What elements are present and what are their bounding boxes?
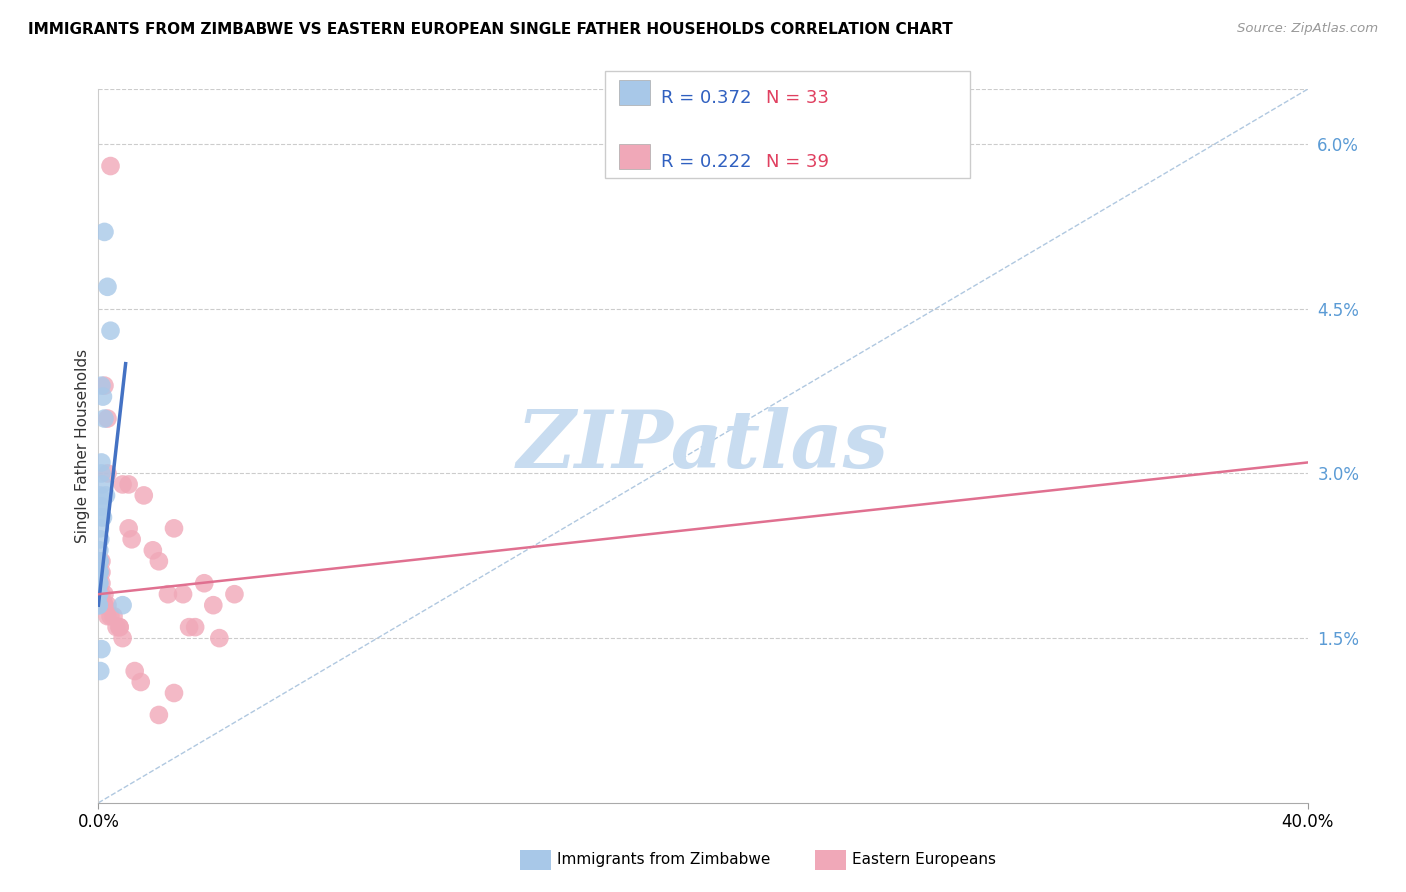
Point [90,455,112,469]
Point [89,533,111,547]
Point [111,598,134,612]
Text: IMMIGRANTS FROM ZIMBABWE VS EASTERN EUROPEAN SINGLE FATHER HOUSEHOLDS CORRELATIO: IMMIGRANTS FROM ZIMBABWE VS EASTERN EURO… [28,22,953,37]
Point [129,675,152,690]
Point [193,576,215,591]
Text: Source: ZipAtlas.com: Source: ZipAtlas.com [1237,22,1378,36]
Point [224,587,246,601]
Point [89,521,111,535]
Point [156,587,179,601]
Text: R = 0.222: R = 0.222 [661,153,751,171]
Point [93,598,115,612]
Point [87,598,110,612]
Point [90,642,112,657]
Point [89,554,111,568]
Point [124,664,146,678]
Point [89,576,111,591]
Point [172,587,194,601]
Point [142,543,165,558]
Point [87,566,110,580]
Point [87,598,110,612]
Point [100,159,122,173]
Point [87,576,110,591]
Point [148,554,170,568]
Point [96,598,118,612]
Point [118,477,141,491]
Point [90,500,112,514]
Point [208,631,231,645]
Point [87,566,110,580]
Point [100,324,122,338]
Text: N = 33: N = 33 [766,89,830,107]
Point [90,566,112,580]
Point [132,488,155,502]
Point [89,664,111,678]
Point [184,620,207,634]
Point [90,378,112,392]
Point [90,467,112,481]
Point [90,587,112,601]
Point [163,521,186,535]
Point [118,521,141,535]
Point [90,500,112,514]
Point [108,620,131,634]
Text: R = 0.372: R = 0.372 [661,89,751,107]
Point [103,609,125,624]
Point [96,467,118,481]
Point [90,554,112,568]
Point [89,554,111,568]
Point [96,609,118,624]
Point [87,576,110,591]
Point [148,708,170,723]
Text: ZIPatlas: ZIPatlas [517,408,889,484]
Point [91,477,114,491]
Point [90,510,112,524]
Point [91,390,114,404]
Point [89,543,111,558]
Text: Immigrants from Zimbabwe: Immigrants from Zimbabwe [557,853,770,867]
Point [93,378,115,392]
Point [91,510,114,524]
Point [202,598,225,612]
Point [100,609,122,624]
Point [121,533,143,547]
Text: Eastern Europeans: Eastern Europeans [852,853,995,867]
Point [163,686,186,700]
Point [108,620,131,634]
Point [93,225,115,239]
Point [89,566,111,580]
Point [111,631,134,645]
Y-axis label: Single Father Households: Single Father Households [75,349,90,543]
Point [105,620,128,634]
Point [87,587,110,601]
Point [89,488,111,502]
Point [111,477,134,491]
Point [96,280,118,294]
Point [179,620,201,634]
Point [96,411,118,425]
Point [93,411,115,425]
Point [90,576,112,591]
Point [93,598,115,612]
Point [94,488,117,502]
Point [87,587,110,601]
Text: N = 39: N = 39 [766,153,830,171]
Point [93,587,115,601]
